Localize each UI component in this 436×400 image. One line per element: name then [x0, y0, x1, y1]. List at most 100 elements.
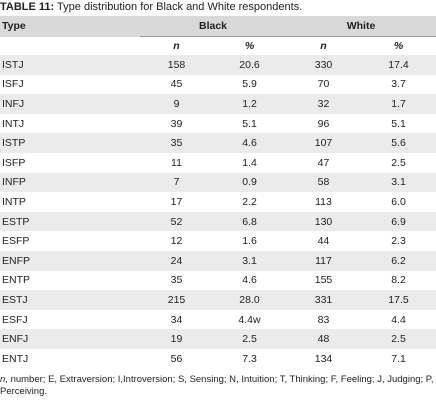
value-cell: 2.3 — [391, 235, 406, 248]
table-row: ISFP 11 1.4 47 2.5 — [0, 153, 436, 173]
value-cell: 5.9 — [242, 78, 257, 91]
value-cell: 0.9 — [242, 176, 257, 189]
subheader-cell: % — [393, 40, 404, 52]
value-cell: 2.2 — [242, 195, 257, 208]
value-cell: 130 — [314, 215, 333, 228]
table-row: ESTJ 215 28.0 331 17.5 — [0, 290, 436, 310]
type-cell: ISTJ — [2, 58, 24, 71]
value-cell: 1.6 — [242, 235, 257, 248]
value-cell: 5.1 — [391, 117, 406, 130]
type-cell: ESTJ — [2, 293, 28, 306]
footnote: n, number; E, Extraversion; I,Introversi… — [0, 374, 434, 398]
header-cell: Black — [140, 16, 286, 37]
value-cell: 19 — [170, 333, 183, 346]
value-cell: 17.4 — [388, 58, 409, 71]
value-cell: 6.2 — [391, 254, 406, 267]
value-cell: 2.5 — [242, 333, 257, 346]
table-row: ESFJ 34 4.4w 83 4.4 — [0, 310, 436, 330]
value-cell: 24 — [170, 254, 183, 267]
value-cell: 9 — [173, 97, 180, 110]
value-cell: 28.0 — [239, 293, 260, 306]
value-cell: 6.9 — [391, 215, 406, 228]
type-cell: ISFJ — [2, 78, 24, 91]
value-cell: 47 — [317, 156, 330, 169]
value-cell: 17 — [170, 195, 183, 208]
value-cell: 83 — [317, 313, 330, 326]
value-cell: 330 — [314, 58, 333, 71]
value-cell: 8.2 — [391, 274, 406, 287]
table: Type Black White n % n % ISTJ 158 20.6 330 1… — [0, 16, 436, 369]
table-row: ENTP 35 4.6 155 8.2 — [0, 271, 436, 291]
value-cell: 113 — [315, 195, 332, 208]
header-row: Type Black White — [0, 16, 436, 37]
caption-text: Type distribution for Black and White re… — [54, 1, 303, 13]
value-cell: 20.6 — [239, 58, 260, 71]
subheader-cell: n — [173, 40, 180, 52]
value-cell: 44 — [317, 235, 330, 248]
table-row: ESFP 12 1.6 44 2.3 — [0, 231, 436, 251]
table-row: INFP 7 0.9 58 3.1 — [0, 172, 436, 193]
value-cell: 34 — [170, 313, 183, 326]
value-cell: 3.1 — [242, 254, 257, 267]
table-row: ENFJ 19 2.5 48 2.5 — [0, 329, 436, 349]
value-cell: 5.1 — [242, 117, 257, 130]
type-cell: ISFP — [2, 156, 26, 169]
value-cell: 70 — [317, 78, 330, 91]
value-cell: 1.2 — [242, 97, 257, 110]
type-cell: INFP — [2, 176, 26, 189]
table-row: ENFP 24 3.1 117 6.2 — [0, 250, 436, 271]
value-cell: 58 — [317, 176, 330, 189]
value-cell: 7.1 — [391, 352, 406, 365]
type-cell: INTP — [2, 195, 26, 208]
table-body: ISTJ 158 20.6 330 17.4 ISFJ 45 5.9 70 3.7 INFJ 9 1.2… — [0, 55, 436, 369]
value-cell: 107 — [314, 137, 333, 150]
value-cell: 134 — [314, 352, 333, 365]
value-cell: 45 — [170, 78, 183, 91]
type-cell: ESFP — [2, 235, 30, 248]
value-cell: 331 — [314, 293, 333, 306]
value-cell: 35 — [170, 137, 183, 150]
value-cell: 215 — [167, 293, 186, 306]
type-cell: INFJ — [2, 97, 25, 110]
value-cell: 3.1 — [391, 176, 406, 189]
type-cell: ESFJ — [2, 313, 28, 326]
value-cell: 4.6 — [242, 137, 257, 150]
value-cell: 7 — [173, 176, 180, 189]
type-cell: ESTP — [2, 215, 30, 228]
type-cell: ISTP — [2, 137, 26, 150]
footnote-symbol: n — [0, 374, 6, 385]
value-cell: 3.7 — [391, 78, 406, 91]
type-cell: ENTJ — [2, 352, 29, 365]
footnote-text: , number; E, Extraversion; I,Introversio… — [0, 374, 434, 397]
value-cell: 1.4 — [242, 156, 257, 169]
value-cell: 1.7 — [391, 97, 406, 110]
value-cell: 5.6 — [391, 137, 406, 150]
subheader-cell: % — [244, 40, 255, 52]
caption-label: TABLE 11: — [0, 1, 55, 13]
header-cell: Type — [2, 20, 26, 33]
value-cell: 4.4w — [238, 313, 261, 326]
value-cell: 11 — [171, 156, 182, 169]
table-row: INTP 17 2.2 113 6.0 — [0, 192, 436, 212]
value-cell: 17.5 — [388, 293, 409, 306]
type-cell: ENFP — [2, 254, 31, 267]
header-cell: White — [286, 16, 436, 37]
type-cell: ENTP — [2, 274, 31, 287]
value-cell: 7.3 — [242, 352, 257, 365]
value-cell: 117 — [315, 254, 332, 267]
caption: TABLE 11: Type distribution for Black an… — [0, 1, 436, 13]
value-cell: 48 — [317, 333, 330, 346]
value-cell: 52 — [170, 215, 183, 228]
table-row: ISTJ 158 20.6 330 17.4 — [0, 55, 436, 75]
table-row: INFJ 9 1.2 32 1.7 — [0, 94, 436, 114]
value-cell: 56 — [170, 352, 183, 365]
subheader-row: n % n % — [0, 36, 436, 55]
table-row: INTJ 39 5.1 96 5.1 — [0, 114, 436, 134]
value-cell: 4.6 — [242, 274, 257, 287]
value-cell: 96 — [317, 117, 330, 130]
value-cell: 12 — [170, 235, 183, 248]
value-cell: 4.4 — [391, 313, 406, 326]
value-cell: 2.5 — [391, 156, 406, 169]
table-row: ISTP 35 4.6 107 5.6 — [0, 133, 436, 153]
